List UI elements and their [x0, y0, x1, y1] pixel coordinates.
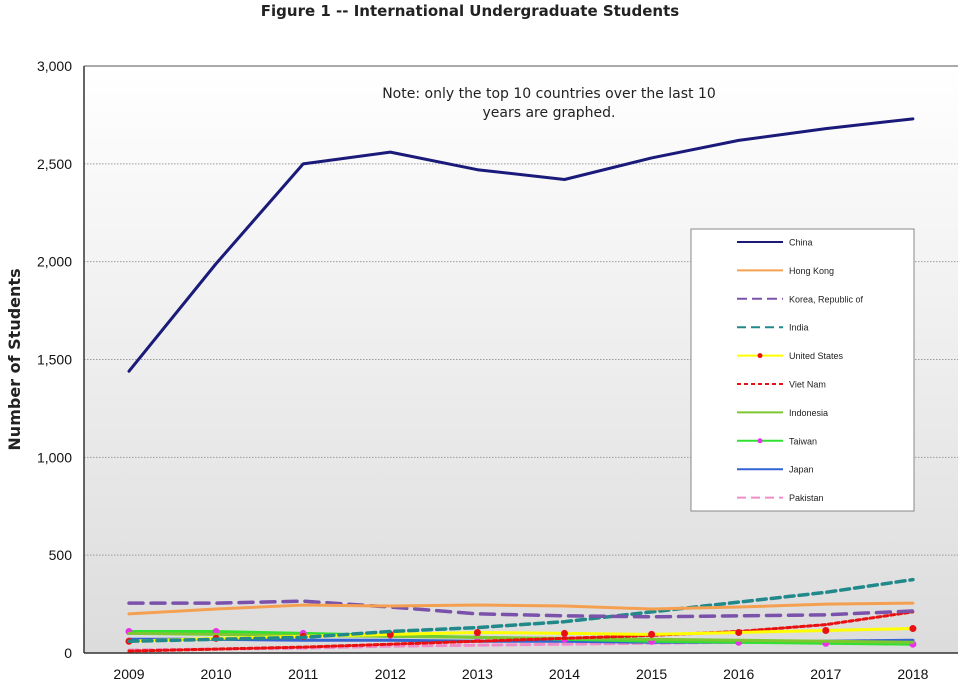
- chart-note-line: Note: only the top 10 countries over the…: [382, 86, 716, 102]
- y-tick-label: 2,500: [37, 156, 72, 172]
- series-line: [127, 631, 915, 644]
- legend-item: Hong Kong: [737, 266, 834, 276]
- y-tick-label: 500: [49, 547, 73, 563]
- data-point: [561, 629, 568, 637]
- legend-box: [690, 228, 915, 512]
- y-axis-title: Number of Students: [5, 268, 24, 450]
- series-korea-republic-of: [127, 599, 915, 619]
- y-tick-label: 0: [64, 645, 72, 661]
- legend-label: Viet Nam: [789, 380, 826, 390]
- series-line: [127, 601, 915, 616]
- series-india: [127, 577, 915, 644]
- x-tick-label: 2012: [375, 666, 406, 682]
- legend-item: Taiwan: [737, 436, 817, 446]
- data-point: [648, 630, 656, 638]
- legend-label: China: [789, 238, 813, 248]
- legend-item: India: [737, 323, 809, 333]
- legend-label: Indonesia: [789, 408, 828, 418]
- series-line: [127, 577, 915, 644]
- legend: China Hong Kong Korea, Republic of India Uni…: [690, 228, 915, 512]
- data-point: [822, 626, 830, 634]
- legend-item: Viet Nam: [737, 380, 826, 390]
- y-tick-label: 1,000: [37, 449, 72, 465]
- data-point: [909, 625, 917, 633]
- legend-item: United States: [737, 351, 844, 361]
- x-tick-label: 2014: [549, 666, 580, 682]
- chart-note-line: years are graphed.: [483, 105, 616, 121]
- x-tick-label: 2009: [113, 666, 144, 682]
- legend-label: Hong Kong: [789, 266, 834, 276]
- x-tick-label: 2013: [462, 666, 493, 682]
- legend-label: United States: [789, 351, 844, 361]
- legend-item: Indonesia: [737, 408, 828, 418]
- legend-label: Pakistan: [789, 493, 824, 503]
- legend-item: Pakistan: [737, 493, 824, 503]
- series-china: [127, 117, 915, 373]
- x-tick-label: 2018: [897, 666, 928, 682]
- x-tick-label: 2010: [201, 666, 232, 682]
- x-tick-label: 2017: [810, 666, 841, 682]
- legend-label: India: [789, 323, 809, 333]
- legend-item: Japan: [737, 465, 814, 475]
- x-tick-label: 2011: [288, 666, 318, 682]
- data-point: [735, 628, 743, 636]
- legend-label: Korea, Republic of: [789, 294, 864, 304]
- legend-marker: [757, 353, 763, 359]
- series-line: [127, 117, 915, 373]
- y-tick-label: 1,500: [37, 352, 72, 368]
- series-line: [127, 599, 915, 619]
- legend-item: Korea, Republic of: [737, 294, 864, 304]
- x-tick-label: 2015: [636, 666, 667, 682]
- legend-marker: [757, 438, 763, 444]
- legend-label: Taiwan: [789, 436, 817, 446]
- legend-item: China: [737, 238, 813, 248]
- legend-label: Japan: [789, 465, 814, 475]
- series-hong-kong: [127, 601, 915, 616]
- chart-title: Figure 1 -- International Undergraduate …: [260, 2, 680, 20]
- series-indonesia: [127, 631, 915, 644]
- y-tick-label: 2,000: [37, 254, 72, 270]
- y-tick-label: 3,000: [37, 58, 72, 74]
- data-point: [473, 628, 481, 636]
- series-viet-nam: [127, 610, 915, 653]
- x-tick-label: 2016: [723, 666, 754, 682]
- series-line: [127, 610, 915, 653]
